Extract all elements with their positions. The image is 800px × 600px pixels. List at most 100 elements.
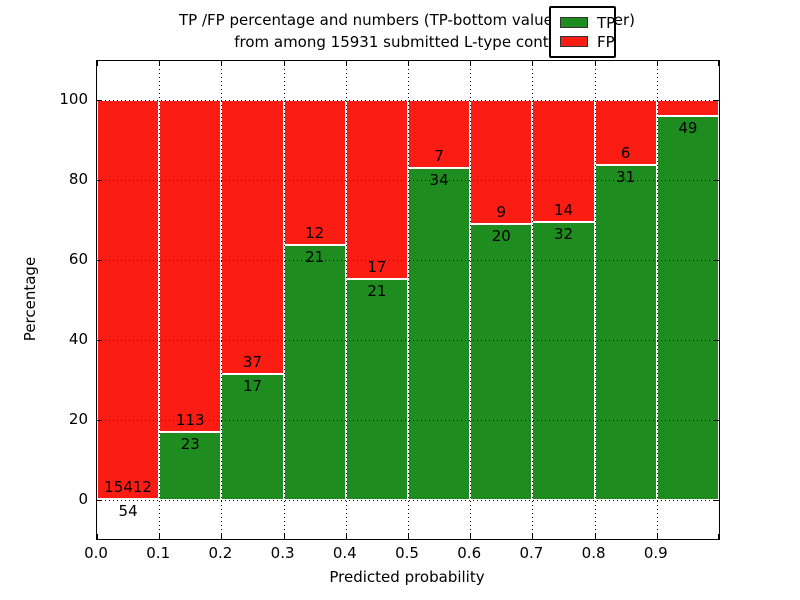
tp-count-label: 17 bbox=[242, 377, 263, 396]
bar-fp-segment bbox=[408, 100, 471, 169]
x-tick-label: 0.0 bbox=[84, 544, 108, 562]
y-tick-mark bbox=[714, 260, 719, 261]
y-tick-mark bbox=[714, 500, 719, 501]
v-gridline bbox=[221, 61, 223, 539]
y-tick-mark bbox=[97, 500, 102, 501]
x-tick-mark bbox=[221, 61, 223, 66]
fp-count-label: 12 bbox=[305, 224, 325, 243]
legend: TP FP bbox=[549, 6, 616, 58]
bar-fp-segment bbox=[97, 100, 160, 499]
y-tick-mark bbox=[97, 420, 102, 421]
tp-count-label: 21 bbox=[367, 281, 387, 300]
y-axis-label: Percentage bbox=[21, 256, 39, 342]
v-gridline bbox=[283, 61, 285, 539]
v-gridline bbox=[470, 61, 472, 539]
fp-count-label: 9 bbox=[496, 203, 507, 222]
bar-tp-segment bbox=[159, 432, 222, 500]
x-tick-mark bbox=[283, 61, 285, 66]
fp-count-label: 14 bbox=[553, 200, 574, 219]
x-tick-mark bbox=[159, 61, 161, 66]
x-tick-mark bbox=[345, 61, 347, 66]
tp-count-label: 54 bbox=[118, 501, 138, 520]
bar-tp-segment bbox=[594, 164, 657, 500]
y-tick-label: 40 bbox=[68, 330, 88, 348]
bar-tp-segment bbox=[532, 221, 595, 500]
bar-tp-segment bbox=[345, 278, 408, 500]
bar-tp-segment bbox=[408, 168, 471, 500]
y-tick-mark bbox=[714, 100, 719, 101]
x-tick-label: 0.4 bbox=[332, 544, 357, 562]
x-tick-mark bbox=[718, 534, 719, 539]
x-tick-label: 0.1 bbox=[146, 544, 171, 562]
bar-fp-segment bbox=[159, 100, 222, 433]
v-gridline bbox=[656, 61, 658, 539]
x-tick-mark bbox=[656, 61, 658, 66]
tp-count-label: 31 bbox=[616, 167, 636, 186]
y-tick-label: 100 bbox=[59, 90, 88, 108]
y-tick-mark bbox=[97, 260, 102, 261]
v-gridline bbox=[345, 61, 347, 539]
tp-count-label: 34 bbox=[429, 171, 449, 190]
bar-fp-segment bbox=[532, 100, 595, 222]
bar-fp-segment bbox=[221, 100, 284, 375]
chart-title: TP /FP percentage and numbers (TP-bottom… bbox=[96, 9, 718, 53]
y-tick-mark bbox=[714, 180, 719, 181]
y-tick-label: 0 bbox=[78, 490, 88, 508]
y-tick-mark bbox=[714, 420, 719, 421]
legend-row: TP bbox=[560, 13, 616, 32]
y-tick-mark bbox=[97, 100, 102, 101]
v-gridline bbox=[594, 61, 596, 539]
x-tick-label: 0.8 bbox=[581, 544, 606, 562]
tp-swatch-icon bbox=[560, 17, 588, 28]
x-tick-mark bbox=[408, 61, 409, 66]
fp-count-label: 15412 bbox=[104, 477, 152, 496]
tp-count-label: 20 bbox=[491, 227, 511, 246]
x-tick-mark bbox=[159, 534, 161, 539]
chart-title-line2: from among 15931 submitted L-type contac… bbox=[234, 33, 580, 51]
x-tick-mark bbox=[97, 61, 98, 66]
v-gridline bbox=[532, 61, 534, 539]
x-tick-mark bbox=[470, 534, 472, 539]
x-tick-mark bbox=[656, 534, 658, 539]
x-tick-mark bbox=[345, 534, 347, 539]
v-gridline bbox=[408, 61, 409, 539]
bar-tp-segment bbox=[656, 115, 719, 500]
bar-fp-segment bbox=[345, 100, 408, 279]
x-tick-label: 0.2 bbox=[208, 544, 233, 562]
plot-area: 15412 54 113 23 37 17 12 21 17 21 7 34 9 20 14 32 6 31 49 bbox=[96, 60, 720, 540]
y-tick-mark bbox=[97, 340, 102, 341]
x-tick-mark bbox=[532, 534, 534, 539]
x-tick-mark bbox=[470, 61, 472, 66]
x-tick-mark bbox=[718, 61, 719, 66]
y-tick-label: 20 bbox=[68, 410, 88, 428]
y-tick-mark bbox=[714, 340, 719, 341]
tp-count-label: 21 bbox=[305, 248, 325, 267]
x-tick-label: 0.3 bbox=[270, 544, 295, 562]
bar-fp-segment bbox=[594, 100, 657, 165]
y-tick-label: 80 bbox=[68, 170, 88, 188]
x-tick-mark bbox=[221, 534, 223, 539]
x-tick-mark bbox=[594, 534, 596, 539]
x-tick-mark bbox=[97, 534, 98, 539]
x-tick-mark bbox=[283, 534, 285, 539]
legend-row: FP bbox=[560, 32, 615, 51]
fp-count-label: 37 bbox=[242, 353, 263, 372]
fp-count-label: 7 bbox=[434, 147, 444, 166]
x-tick-label: 0.5 bbox=[395, 544, 419, 562]
y-tick-mark bbox=[97, 180, 102, 181]
x-tick-label: 0.6 bbox=[457, 544, 482, 562]
fp-swatch-icon bbox=[560, 36, 588, 47]
legend-label: FP bbox=[597, 32, 615, 51]
x-tick-label: 0.7 bbox=[519, 544, 544, 562]
legend-label: TP bbox=[597, 13, 616, 32]
x-tick-mark bbox=[408, 534, 409, 539]
x-tick-label: 0.9 bbox=[643, 544, 668, 562]
bar-tp-segment bbox=[283, 245, 346, 500]
y-tick-label: 60 bbox=[68, 250, 88, 268]
x-tick-mark bbox=[594, 61, 596, 66]
fp-count-label: 6 bbox=[620, 143, 631, 162]
x-axis-label: Predicted probability bbox=[329, 568, 485, 586]
tp-count-label: 32 bbox=[553, 224, 574, 243]
bar-tp-segment bbox=[470, 224, 533, 500]
